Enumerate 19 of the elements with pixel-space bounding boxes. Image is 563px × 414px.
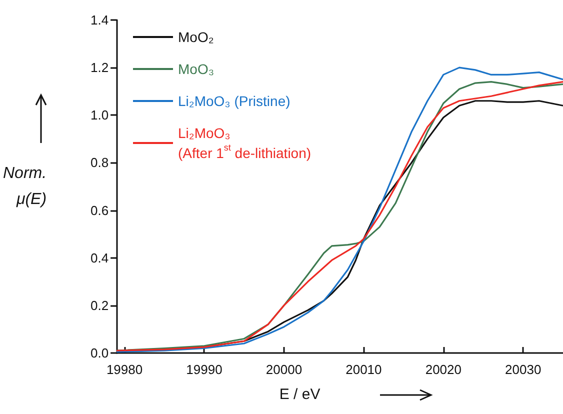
y-axis-title: Norm. μ(E) — [2, 165, 47, 208]
legend-label: Li₂MoO₃ (Pristine) — [178, 93, 290, 109]
y-tick-label: 0.0 — [90, 346, 109, 360]
y-tick-label: 1.0 — [90, 108, 109, 123]
x-tick-label: 20020 — [425, 362, 462, 377]
x-axis-title: E / eV — [279, 386, 320, 403]
legend-label: MoO₃ — [178, 61, 214, 77]
x-tick-label: 19980 — [106, 362, 143, 377]
legend-label: MoO₂ — [178, 29, 214, 45]
x-tick-label: 20000 — [266, 362, 302, 377]
y-tick-label: 0.2 — [90, 298, 109, 313]
y-tick-label: 0.6 — [90, 202, 109, 218]
y-tick-label: 1.2 — [90, 60, 109, 76]
x-tick-label: 20030 — [505, 362, 542, 377]
x-tick-label: 19990 — [186, 362, 222, 377]
x-tick-label: 20010 — [346, 362, 382, 377]
y-tick-label: 0.4 — [90, 250, 109, 266]
y-tick-label: 0.8 — [90, 155, 109, 170]
y-tick-label: 1.4 — [90, 12, 109, 28]
